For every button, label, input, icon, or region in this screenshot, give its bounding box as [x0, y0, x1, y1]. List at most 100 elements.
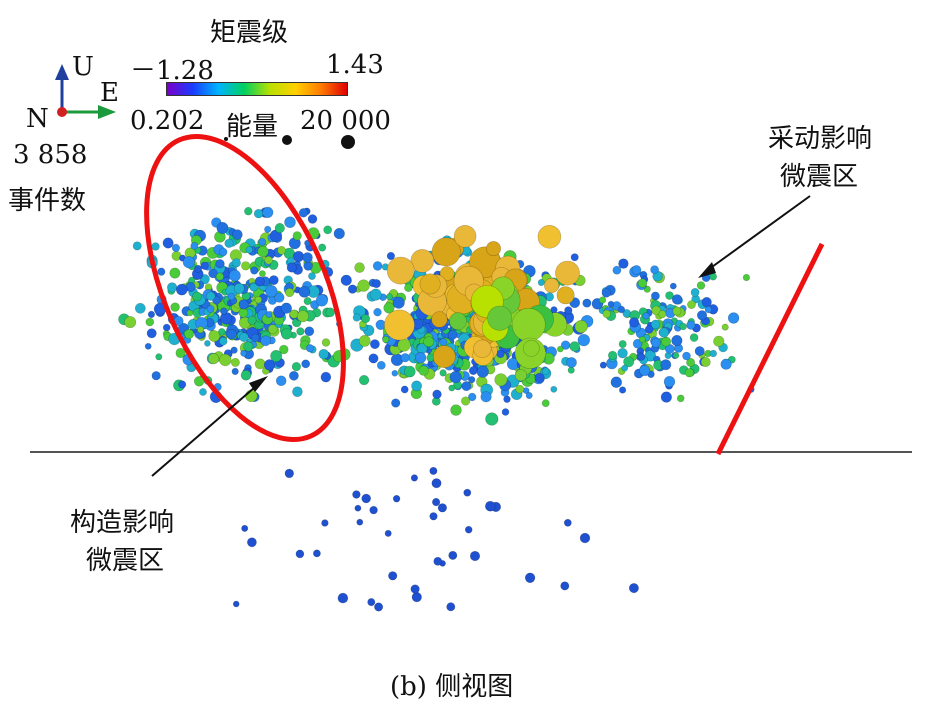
event-marker — [637, 352, 646, 361]
event-marker — [658, 310, 667, 319]
event-marker — [208, 353, 220, 365]
moment-magnitude-title: 矩震级 — [210, 18, 289, 48]
event-marker — [298, 208, 309, 218]
event-marker — [182, 256, 195, 269]
event-marker — [232, 229, 243, 240]
event-marker — [579, 532, 591, 544]
event-marker — [258, 270, 266, 277]
event-count-label: 事件数 — [8, 186, 87, 216]
event-marker — [244, 207, 253, 216]
event-marker — [291, 362, 302, 372]
event-marker — [534, 372, 545, 384]
event-marker — [463, 488, 472, 497]
event-marker — [501, 408, 510, 416]
event-marker — [321, 338, 331, 347]
event-marker — [689, 333, 699, 342]
event-marker — [134, 302, 146, 314]
event-marker — [265, 285, 278, 298]
event-marker — [414, 352, 427, 364]
event-marker — [288, 370, 299, 381]
event-marker — [511, 307, 546, 342]
event-marker — [245, 389, 258, 403]
event-marker — [383, 302, 395, 314]
event-marker — [304, 326, 315, 337]
figure-caption: (b) 侧视图 — [390, 672, 514, 702]
event-marker — [176, 283, 188, 296]
event-marker — [371, 279, 381, 289]
event-marker — [369, 339, 380, 349]
event-marker — [612, 265, 622, 275]
event-marker — [628, 583, 639, 594]
event-marker — [410, 474, 419, 482]
event-marker — [275, 375, 287, 387]
event-marker — [496, 349, 505, 359]
north-axis-label: N — [26, 104, 49, 134]
event-marker — [274, 292, 285, 303]
event-marker — [359, 375, 370, 386]
event-marker — [410, 249, 435, 273]
event-marker — [162, 323, 171, 332]
event-marker — [264, 225, 272, 233]
event-marker — [437, 503, 448, 513]
mining-zone-boundary — [715, 242, 825, 456]
up-axis-label: U — [72, 52, 94, 82]
event-marker — [392, 296, 405, 309]
event-marker — [574, 320, 588, 334]
event-marker — [374, 602, 384, 612]
event-marker — [555, 260, 580, 286]
event-marker — [373, 308, 382, 317]
tectonic-zone-arrowhead — [249, 376, 268, 392]
event-marker — [550, 385, 558, 393]
event-marker — [192, 291, 202, 302]
event-marker — [598, 296, 607, 304]
event-marker — [354, 504, 362, 512]
event-marker — [570, 253, 579, 262]
event-marker — [476, 365, 489, 378]
event-marker — [400, 385, 409, 394]
event-marker — [386, 256, 415, 285]
event-marker — [296, 327, 305, 336]
event-marker — [690, 287, 700, 297]
event-marker — [461, 381, 472, 392]
event-marker — [315, 294, 329, 307]
event-marker — [354, 262, 365, 273]
event-marker — [484, 500, 496, 512]
event-marker — [658, 327, 670, 338]
event-marker — [433, 556, 443, 566]
event-marker — [376, 360, 386, 370]
event-marker — [448, 384, 456, 392]
event-marker — [233, 282, 245, 294]
event-marker — [241, 261, 251, 271]
tectonic-zone-label-line1: 构造影响 — [70, 508, 175, 538]
event-marker — [318, 243, 327, 252]
event-marker — [522, 339, 540, 357]
event-marker — [742, 273, 751, 282]
event-marker — [267, 324, 278, 334]
event-marker — [617, 348, 628, 359]
event-marker — [385, 293, 393, 301]
event-marker — [254, 276, 265, 287]
event-marker — [468, 392, 477, 402]
event-marker — [665, 291, 674, 300]
event-marker — [194, 264, 202, 273]
event-marker — [308, 272, 316, 280]
event-marker — [623, 356, 635, 368]
event-marker — [453, 225, 477, 248]
event-marker — [337, 592, 349, 604]
event-marker — [178, 380, 187, 389]
event-marker — [448, 550, 458, 560]
event-marker — [439, 266, 455, 281]
event-marker — [386, 251, 396, 261]
event-marker — [238, 299, 249, 310]
event-marker — [651, 291, 660, 301]
event-marker — [184, 328, 195, 339]
event-marker — [264, 255, 273, 265]
event-marker — [226, 328, 237, 340]
event-marker — [599, 361, 607, 369]
event-marker — [525, 391, 533, 399]
event-marker — [514, 369, 528, 382]
event-marker — [432, 389, 442, 399]
east-axis-label: E — [100, 78, 119, 108]
event-marker — [218, 328, 226, 336]
